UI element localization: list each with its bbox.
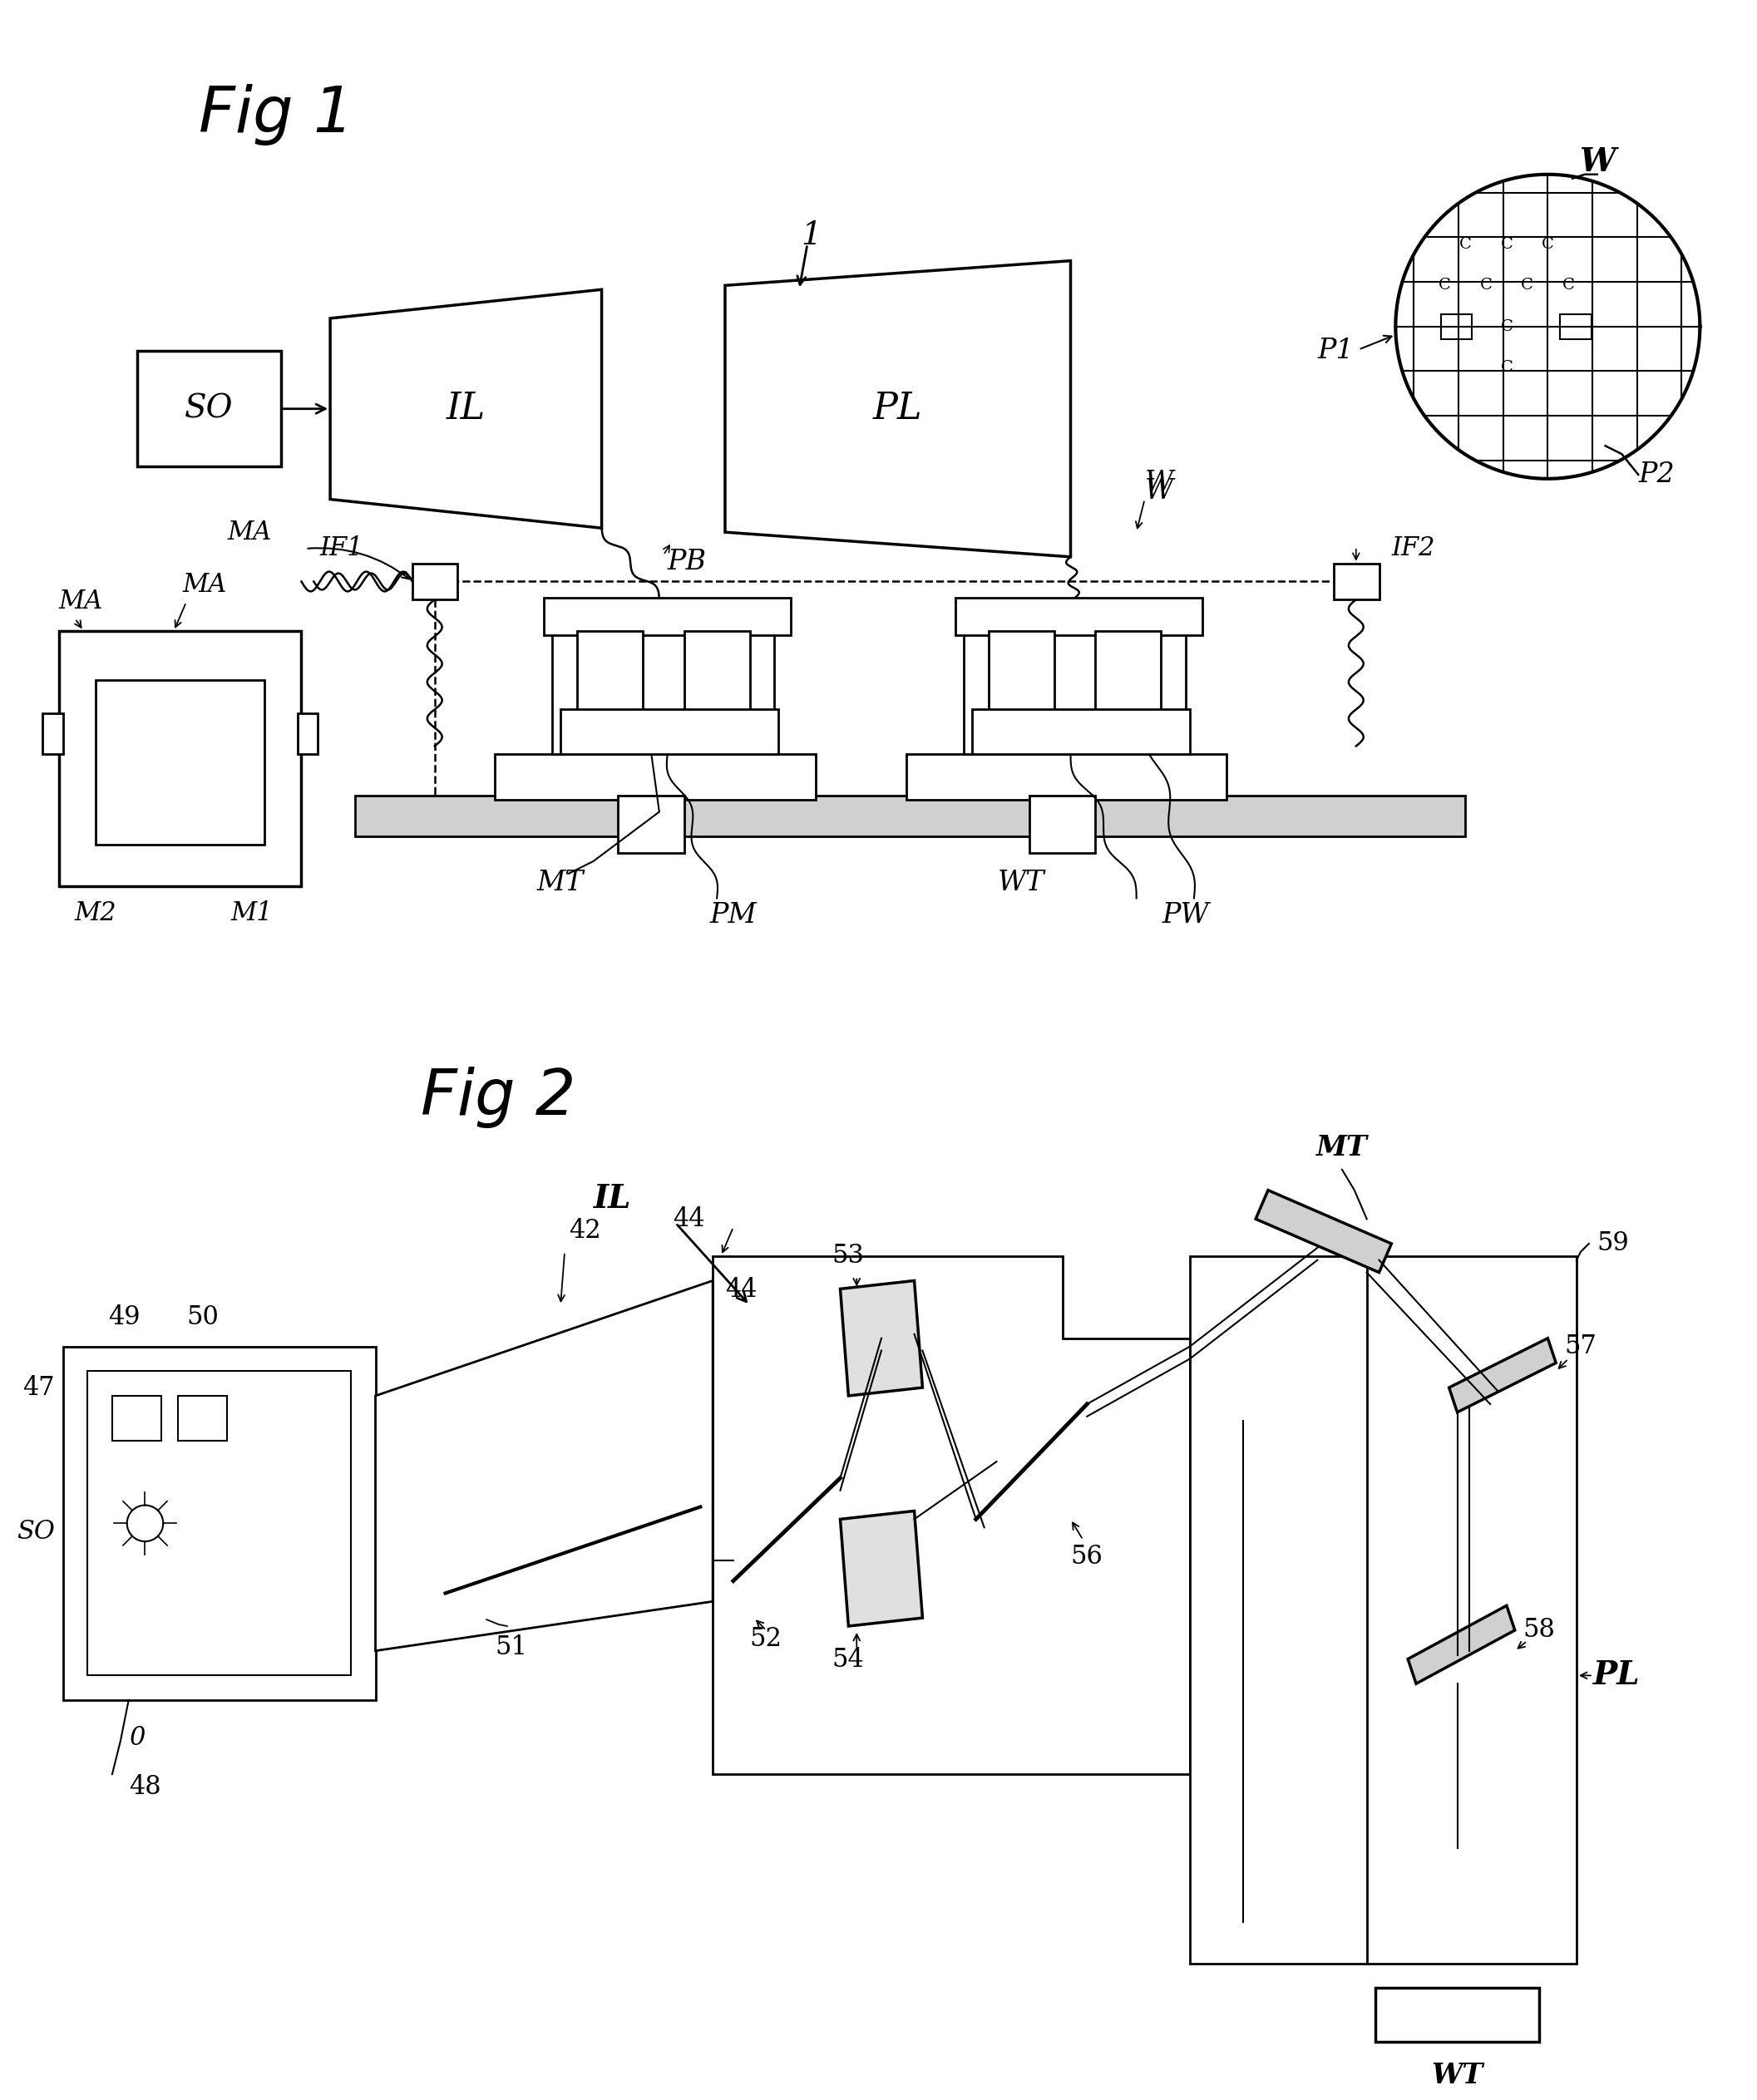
Bar xyxy=(413,563,459,601)
Bar xyxy=(618,796,683,853)
Bar xyxy=(137,351,281,466)
Bar xyxy=(560,710,778,754)
Text: PM: PM xyxy=(710,903,757,928)
Text: PL: PL xyxy=(873,391,922,426)
Text: C: C xyxy=(1500,237,1513,252)
Polygon shape xyxy=(1256,1191,1392,1273)
Bar xyxy=(95,680,264,844)
Polygon shape xyxy=(963,630,1186,754)
Text: C: C xyxy=(1460,237,1472,252)
Text: C: C xyxy=(1479,277,1492,292)
Bar xyxy=(88,1371,351,1676)
Text: C: C xyxy=(1522,277,1534,292)
Bar xyxy=(1030,796,1095,853)
Text: M2: M2 xyxy=(76,901,116,926)
Polygon shape xyxy=(840,1281,922,1396)
Text: MT: MT xyxy=(1316,1134,1367,1161)
Text: P2: P2 xyxy=(1638,462,1674,487)
Text: 58: 58 xyxy=(1523,1617,1555,1642)
Text: 51: 51 xyxy=(495,1634,527,1661)
Text: 53: 53 xyxy=(833,1243,864,1268)
Text: IL: IL xyxy=(446,391,485,426)
Bar xyxy=(297,714,318,754)
Text: 49: 49 xyxy=(109,1304,141,1329)
Text: C: C xyxy=(1500,319,1513,334)
Text: Fig 2: Fig 2 xyxy=(420,1067,576,1128)
Text: 44: 44 xyxy=(726,1277,757,1302)
Text: 50: 50 xyxy=(186,1304,220,1329)
Text: 57: 57 xyxy=(1564,1334,1597,1359)
Text: 52: 52 xyxy=(750,1625,782,1653)
Bar xyxy=(1560,315,1592,338)
Text: C: C xyxy=(1562,277,1574,292)
Bar xyxy=(1334,563,1379,601)
Polygon shape xyxy=(376,1281,713,1651)
Bar xyxy=(989,630,1054,714)
Text: WT: WT xyxy=(1432,2062,1483,2090)
Bar xyxy=(576,630,643,714)
Polygon shape xyxy=(552,630,775,754)
Text: Fig 1: Fig 1 xyxy=(199,84,353,145)
Polygon shape xyxy=(713,1256,1189,1775)
Text: W: W xyxy=(1144,479,1174,504)
Text: W: W xyxy=(1580,147,1615,179)
Bar xyxy=(1441,315,1472,338)
Text: 42: 42 xyxy=(569,1218,601,1243)
Polygon shape xyxy=(330,290,601,527)
Text: SO: SO xyxy=(184,393,234,424)
Bar xyxy=(1095,630,1161,714)
Bar xyxy=(1376,1989,1539,2041)
Bar xyxy=(58,630,302,886)
Text: 44: 44 xyxy=(673,1205,705,1233)
Bar xyxy=(956,598,1202,634)
Polygon shape xyxy=(840,1512,922,1625)
Bar xyxy=(177,1397,227,1441)
Text: SO: SO xyxy=(16,1518,54,1544)
Text: MT: MT xyxy=(538,869,583,897)
Polygon shape xyxy=(1407,1606,1515,1684)
Text: IL: IL xyxy=(594,1182,631,1214)
Text: 0: 0 xyxy=(128,1724,144,1751)
Bar xyxy=(972,710,1189,754)
Text: C: C xyxy=(1439,277,1451,292)
Text: C: C xyxy=(1541,237,1553,252)
Text: C: C xyxy=(1500,361,1513,376)
Bar xyxy=(63,1346,376,1701)
Bar xyxy=(1189,1256,1576,1964)
Text: IF1: IF1 xyxy=(320,536,364,561)
Text: PL: PL xyxy=(1594,1659,1639,1691)
Text: 56: 56 xyxy=(1070,1544,1103,1569)
Text: MA: MA xyxy=(227,519,272,546)
Bar xyxy=(545,598,791,634)
Text: MA: MA xyxy=(183,571,227,598)
Bar xyxy=(42,714,63,754)
Text: PB: PB xyxy=(668,548,706,575)
Bar xyxy=(355,796,1465,836)
Text: W: W xyxy=(1144,470,1174,496)
Bar xyxy=(112,1397,162,1441)
Polygon shape xyxy=(1450,1338,1557,1413)
Text: P1: P1 xyxy=(1318,338,1355,365)
Text: 47: 47 xyxy=(23,1376,54,1401)
Bar xyxy=(907,754,1226,800)
Text: PW: PW xyxy=(1161,903,1209,928)
Text: 48: 48 xyxy=(128,1774,160,1800)
Polygon shape xyxy=(726,260,1070,557)
Bar xyxy=(683,630,750,714)
Text: 59: 59 xyxy=(1597,1231,1629,1256)
Bar xyxy=(495,754,815,800)
Text: IF2: IF2 xyxy=(1392,536,1435,561)
Text: MA: MA xyxy=(58,588,104,615)
Text: WT: WT xyxy=(998,869,1045,897)
Text: 54: 54 xyxy=(833,1646,864,1672)
Text: M1: M1 xyxy=(230,901,272,926)
Text: 1: 1 xyxy=(801,220,822,252)
